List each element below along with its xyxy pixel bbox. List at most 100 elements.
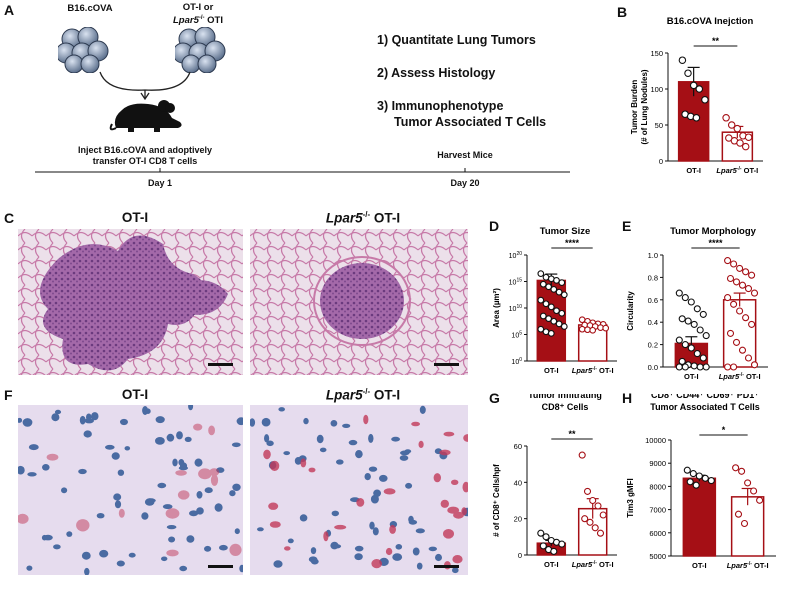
cd8-stain xyxy=(453,511,464,519)
nucleus xyxy=(369,521,375,530)
nucleus xyxy=(194,458,203,467)
data-point xyxy=(678,56,687,64)
nucleus xyxy=(368,466,378,472)
y-tick-label: 1.0 xyxy=(648,251,658,260)
y-axis-label-line1: Tumor Burden xyxy=(630,80,639,135)
nucleus xyxy=(66,531,73,537)
y-tick-label: 150 xyxy=(650,49,663,58)
data-point xyxy=(553,307,560,315)
nucleus xyxy=(43,534,53,541)
data-point xyxy=(701,474,709,482)
data-point xyxy=(589,496,597,505)
data-point xyxy=(602,324,610,332)
nucleus xyxy=(428,546,437,552)
he-image-ot1 xyxy=(18,229,243,375)
y-tick-label: 0.4 xyxy=(648,318,658,327)
data-point xyxy=(578,316,586,324)
data-point xyxy=(537,296,545,304)
cd8-stain xyxy=(452,555,463,564)
nucleus xyxy=(18,465,25,475)
data-point xyxy=(550,547,558,555)
data-point xyxy=(750,289,759,297)
nucleus xyxy=(18,417,23,423)
scale-bar xyxy=(434,363,459,366)
data-point xyxy=(591,524,599,532)
data-point xyxy=(581,515,589,523)
data-point xyxy=(692,481,700,489)
nucleus xyxy=(91,412,99,421)
cd8-stain xyxy=(308,467,316,473)
step-3: 3) Immunophenotype xyxy=(377,99,504,113)
data-point xyxy=(683,466,691,474)
chart-title: B16.cOVA Inejction xyxy=(667,16,754,27)
x-tick-label: Lpar5-/- OT-I xyxy=(572,560,614,569)
scale-bar xyxy=(208,565,233,568)
nucleus xyxy=(27,472,37,477)
data-point xyxy=(693,305,701,313)
nucleus xyxy=(354,545,364,552)
data-point xyxy=(699,354,707,362)
cd8-stain xyxy=(383,488,396,495)
nucleus xyxy=(214,503,223,512)
t-cell-cluster-icon xyxy=(175,27,226,73)
data-point xyxy=(555,288,563,296)
nucleus xyxy=(124,446,131,451)
y-axis-label: Tim3 gMFI xyxy=(626,478,635,517)
data-point xyxy=(695,85,704,93)
nucleus xyxy=(392,553,403,561)
data-point xyxy=(738,281,747,289)
nucleus xyxy=(79,415,86,425)
cd8-stain xyxy=(229,543,242,556)
nucleus xyxy=(370,494,379,504)
nucleus xyxy=(120,418,128,426)
data-point xyxy=(738,346,747,354)
y-axis-label: # of CD8⁺ Cells/hpf xyxy=(492,464,501,537)
data-point xyxy=(689,81,698,90)
nucleus xyxy=(51,413,60,422)
y-tick-label: 20 xyxy=(514,515,522,524)
data-point xyxy=(594,502,602,510)
nucleus xyxy=(184,436,192,442)
nucleus xyxy=(355,450,363,459)
data-point xyxy=(740,519,749,528)
panel-label-h: H xyxy=(622,390,633,406)
cd8-stain xyxy=(118,508,125,518)
data-point xyxy=(748,320,756,328)
nucleus xyxy=(172,458,178,467)
nucleus xyxy=(111,452,120,460)
data-point xyxy=(681,341,689,349)
data-point xyxy=(732,278,741,286)
day20-label: Day 20 xyxy=(450,178,480,188)
cell-left-label: B16.cOVA xyxy=(67,3,113,14)
data-point xyxy=(545,283,552,291)
cd8-stain xyxy=(177,490,190,500)
nucleus xyxy=(408,519,418,525)
nucleus xyxy=(144,498,155,506)
cd8-stain xyxy=(462,481,468,493)
cd8-stain xyxy=(363,414,369,425)
cd8-stain xyxy=(443,529,454,539)
nucleus xyxy=(166,525,177,530)
nucleus xyxy=(105,444,115,450)
nucleus xyxy=(99,549,109,558)
x-tick-label: OT-I xyxy=(544,366,559,375)
data-point xyxy=(542,533,550,541)
data-point xyxy=(756,496,764,504)
nucleus xyxy=(155,416,165,424)
nucleus xyxy=(310,547,317,555)
y-tick-label: 5000 xyxy=(649,552,666,561)
nucleus xyxy=(330,420,338,427)
nucleus xyxy=(84,567,90,575)
chart-title-line2: Tumor Associated T Cells xyxy=(650,402,760,412)
chart-title-line1: Tumor Infiltrating xyxy=(528,394,602,400)
data-point xyxy=(722,114,730,122)
cd8-stain xyxy=(284,546,291,551)
ihc-image-ot1 xyxy=(18,405,243,575)
nucleus xyxy=(219,544,228,551)
cd8-stain xyxy=(463,434,468,442)
data-point xyxy=(696,363,704,371)
x-tick-label: Lpar5-/- OT-I xyxy=(716,166,758,175)
nucleus xyxy=(239,564,243,573)
data-point xyxy=(741,142,750,151)
data-point xyxy=(692,114,701,122)
